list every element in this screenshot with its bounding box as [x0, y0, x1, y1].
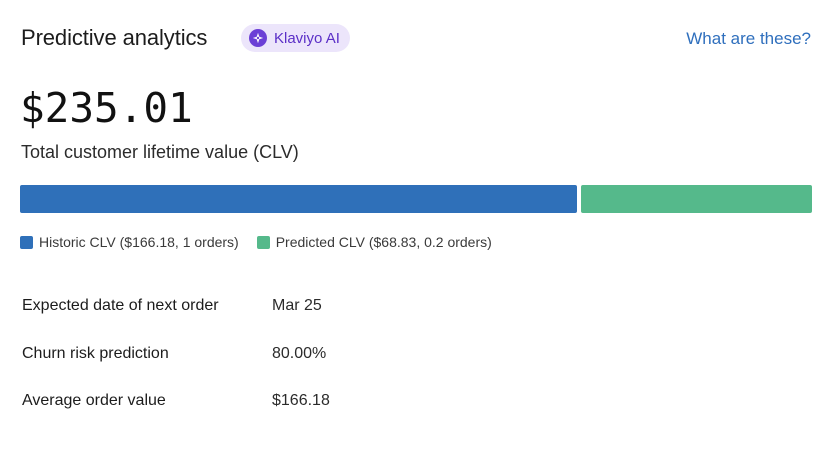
- metric-row-churn-risk: Churn risk prediction 80.00%: [22, 345, 522, 393]
- total-clv-value: $235.01: [20, 84, 193, 132]
- what-are-these-link[interactable]: What are these?: [686, 29, 811, 48]
- card-header: Predictive analytics Klaviyo AI What are…: [21, 22, 811, 56]
- clv-legend: Historic CLV ($166.18, 1 orders) Predict…: [20, 234, 510, 250]
- klaviyo-ai-badge: Klaviyo AI: [241, 24, 350, 52]
- card-title: Predictive analytics: [21, 25, 208, 50]
- predicted-clv-bar-segment: [581, 185, 812, 213]
- metric-label: Churn risk prediction: [22, 344, 169, 362]
- metrics-list: Expected date of next order Mar 25 Churn…: [22, 297, 522, 440]
- predicted-swatch: [256, 235, 270, 249]
- metric-value: 80.00%: [272, 344, 327, 362]
- klaviyo-ai-label: Klaviyo AI: [274, 29, 340, 47]
- historic-clv-bar-segment: [20, 185, 578, 213]
- clv-breakdown-bar: [20, 185, 812, 213]
- metric-row-avg-order-value: Average order value $166.18: [22, 392, 522, 440]
- historic-swatch: [20, 235, 33, 249]
- legend-item-historic: Historic CLV ($166.18, 1 orders): [20, 234, 239, 250]
- metric-row-next-order: Expected date of next order Mar 25: [22, 297, 522, 345]
- metric-value: Mar 25: [272, 297, 322, 314]
- legend-label-predicted: Predicted CLV ($68.83, 0.2 orders): [275, 234, 492, 250]
- total-clv-label: Total customer lifetime value (CLV): [21, 142, 299, 162]
- metric-label: Average order value: [22, 392, 166, 409]
- klaviyo-ai-sparkle-icon: [249, 29, 267, 47]
- legend-label-historic: Historic CLV ($166.18, 1 orders): [39, 234, 239, 250]
- metric-value: $166.18: [272, 392, 330, 409]
- metric-label: Expected date of next order: [22, 297, 219, 314]
- legend-item-predicted: Predicted CLV ($68.83, 0.2 orders): [256, 234, 492, 250]
